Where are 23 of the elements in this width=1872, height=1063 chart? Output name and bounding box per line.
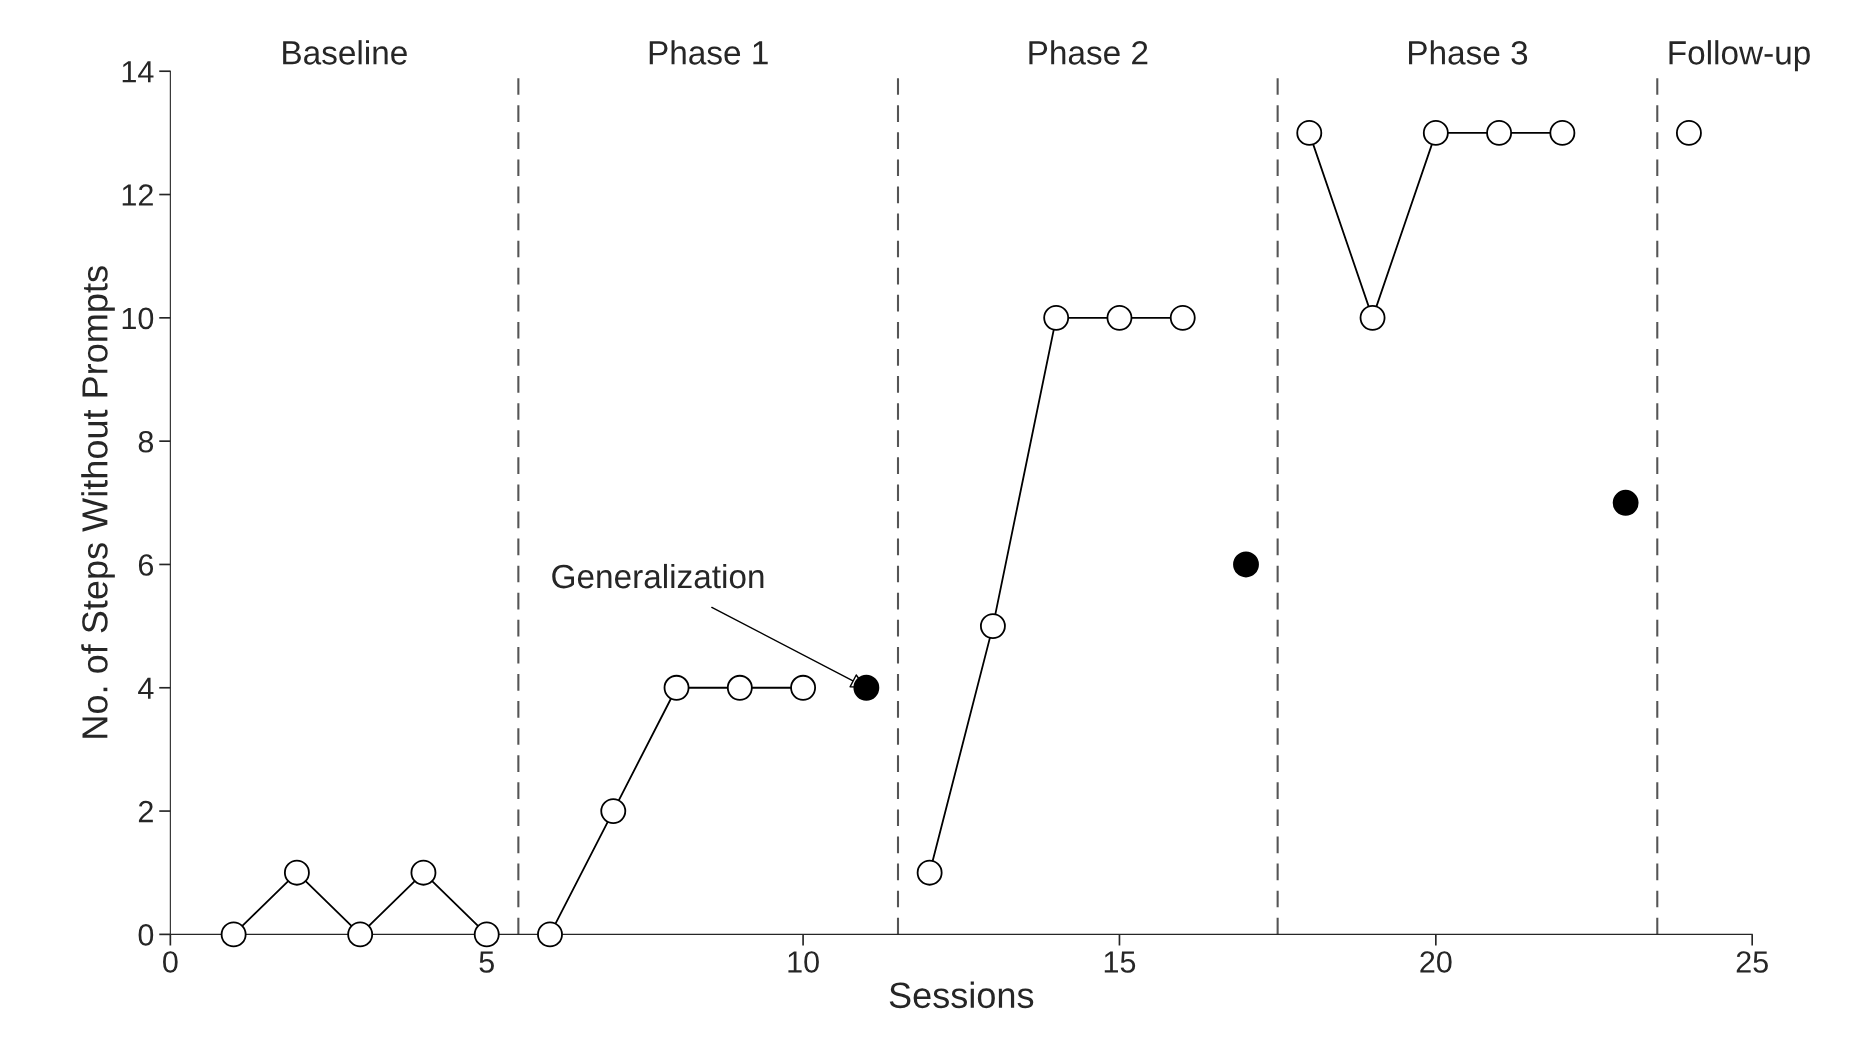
x-tick-label: 25 xyxy=(1736,951,1768,973)
annotation: Generalization xyxy=(552,563,764,589)
x-tick-label: 10 xyxy=(788,951,819,973)
y-tick-label: 8 xyxy=(138,430,154,453)
point xyxy=(1675,119,1702,146)
y-axis-title: No. of Steps Without Prompts xyxy=(81,266,115,738)
x-tick-label: 5 xyxy=(479,951,494,973)
text: Follow-up xyxy=(1669,40,1810,72)
y-tick-label: 0 xyxy=(138,924,154,946)
y-tick-label: 2 xyxy=(138,800,153,823)
x-tick-label: 15 xyxy=(1104,951,1136,973)
y-tick-label: 4 xyxy=(138,677,154,699)
y-tick-label: 14 xyxy=(122,61,154,83)
text: Phase 3 xyxy=(1409,40,1528,65)
y-tick-label: 10 xyxy=(122,307,154,330)
x-axis-title: Sessions xyxy=(889,981,1034,1009)
text: Phase 1 xyxy=(649,40,768,65)
x-tick-label: 0 xyxy=(163,951,178,973)
y-tick-label: 12 xyxy=(122,184,153,206)
y-tick-label: 6 xyxy=(138,554,154,576)
text: Baseline xyxy=(283,40,407,65)
x-tick-label: 20 xyxy=(1420,951,1452,973)
text: Phase 2 xyxy=(1029,40,1148,65)
